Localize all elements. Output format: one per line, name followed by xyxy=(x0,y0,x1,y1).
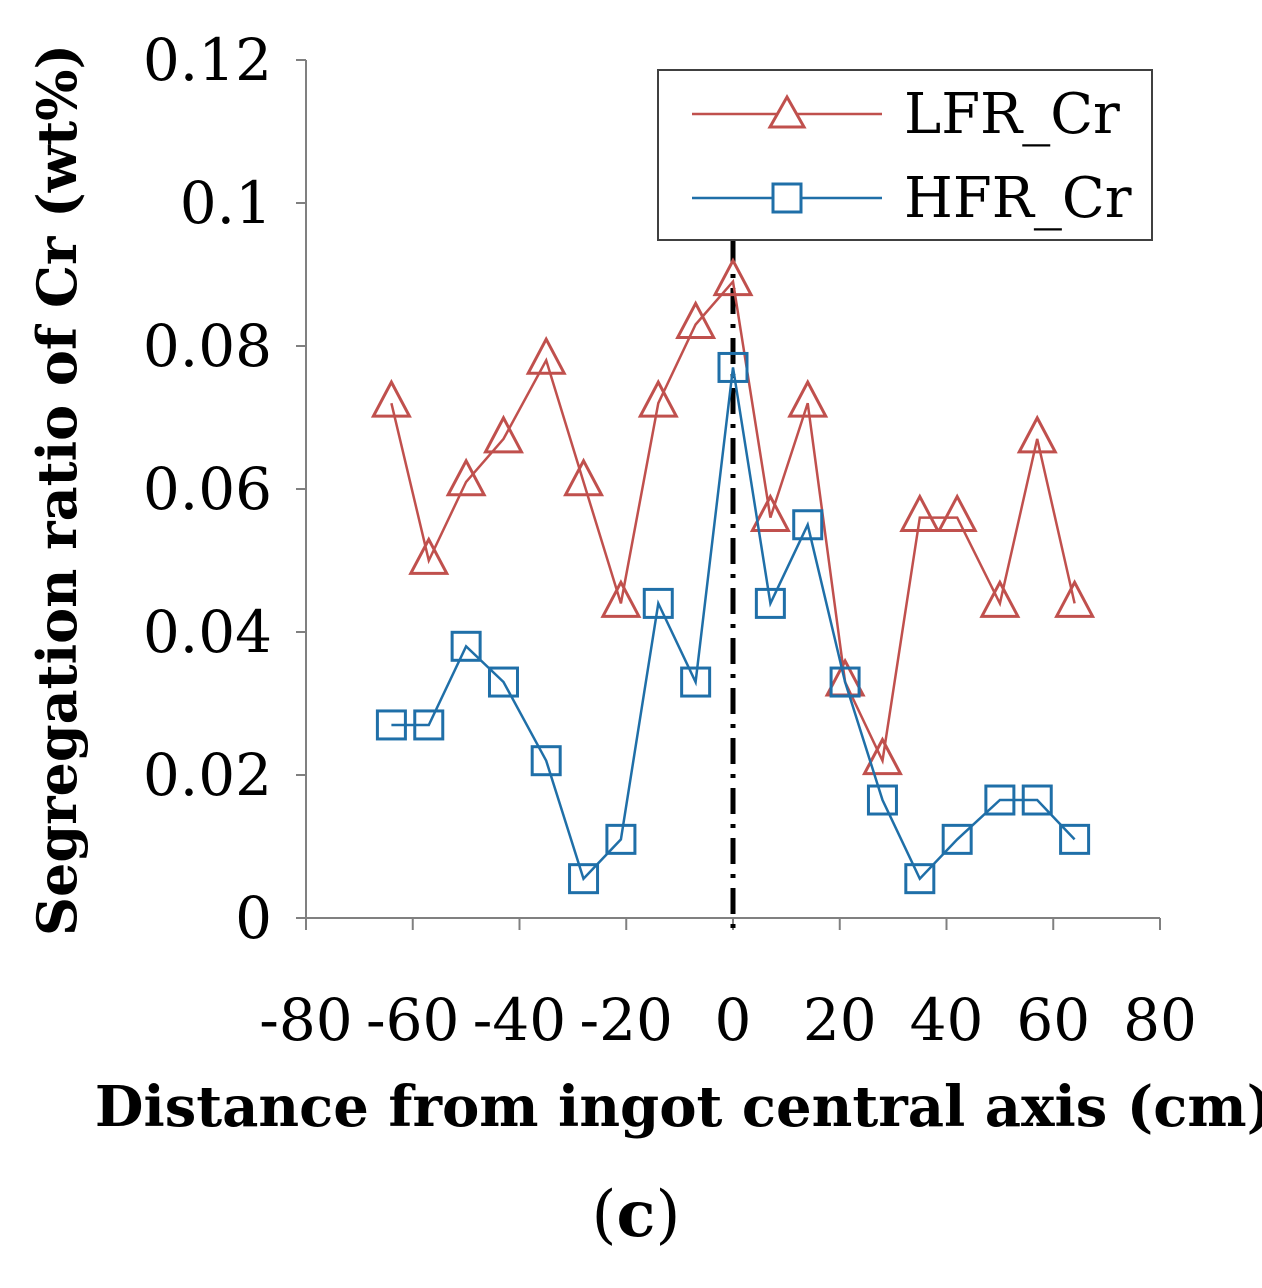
y-tick-label: 0 xyxy=(235,884,272,952)
x-axis-title: Distance from ingot central axis (cm) xyxy=(95,1074,1262,1140)
data-point-square xyxy=(680,666,712,698)
legend-item-hfr: HFR_Cr xyxy=(692,166,1132,231)
x-tick-label: 40 xyxy=(910,986,984,1054)
y-tick-label: 0.04 xyxy=(143,598,272,666)
x-tick-label: 80 xyxy=(1123,986,1197,1054)
data-point-square xyxy=(1059,823,1091,855)
x-axis-ticks: -80 -60 -40 -20 0 20 40 60 80 xyxy=(259,918,1197,1054)
data-point-triangle xyxy=(408,536,450,575)
data-point-square xyxy=(717,351,749,383)
series-HFR_Cr xyxy=(375,351,1091,895)
series-line xyxy=(391,367,1076,882)
data-point-triangle xyxy=(563,457,605,497)
data-point-square xyxy=(375,709,407,741)
legend-label-hfr: HFR_Cr xyxy=(904,166,1132,231)
data-point-triangle xyxy=(637,378,679,418)
data-point-square xyxy=(487,666,519,698)
data-point-triangle xyxy=(787,378,829,418)
legend-label-lfr: LFR_Cr xyxy=(904,82,1120,147)
x-tick-label: 60 xyxy=(1016,986,1090,1054)
data-point-square xyxy=(605,823,637,855)
series-layer xyxy=(370,257,1096,895)
data-point-triangle xyxy=(936,493,978,533)
x-tick-label: -20 xyxy=(580,986,673,1054)
y-tick-label: 0.08 xyxy=(143,312,272,380)
data-point-triangle xyxy=(445,457,487,497)
data-point-triangle xyxy=(600,579,642,618)
legend-box xyxy=(657,69,1153,241)
data-point-triangle xyxy=(861,736,903,776)
data-point-triangle xyxy=(370,378,412,418)
data-point-triangle xyxy=(1054,579,1096,618)
data-point-triangle xyxy=(749,493,791,533)
x-tick-label: 20 xyxy=(803,986,877,1054)
data-point-triangle xyxy=(675,300,717,339)
panel-label-letter: c xyxy=(617,1177,656,1252)
data-point-triangle xyxy=(1016,414,1058,454)
x-tick-label: 0 xyxy=(715,986,752,1054)
data-point-square xyxy=(642,587,674,619)
data-point-triangle xyxy=(525,336,567,375)
series-LFR_Cr xyxy=(370,257,1096,776)
data-point-square xyxy=(941,823,973,855)
data-point-square xyxy=(413,709,445,741)
data-point-triangle xyxy=(482,414,524,454)
data-point-square xyxy=(450,630,482,662)
data-point-square xyxy=(568,863,600,895)
series-line xyxy=(390,278,1076,765)
x-tick-label: -60 xyxy=(366,986,459,1054)
y-axis-title: Segregation ratio of Cr (wt%) xyxy=(25,44,89,936)
data-point-square xyxy=(904,863,936,895)
data-point-square xyxy=(754,587,786,619)
data-point-triangle xyxy=(712,257,754,297)
data-point-square xyxy=(1021,784,1053,816)
y-axis-ticks: 0 0.02 0.04 0.06 0.08 0.1 0.12 xyxy=(143,26,306,952)
data-point-square xyxy=(984,784,1016,816)
y-tick-label: 0.1 xyxy=(180,169,272,237)
x-tick-label: -40 xyxy=(473,986,566,1054)
data-point-triangle xyxy=(899,493,941,533)
x-tick-label: -80 xyxy=(259,986,352,1054)
legend-item-lfr: LFR_Cr xyxy=(692,82,1120,147)
panel-label-close: ) xyxy=(655,1178,680,1252)
legend-marker-square xyxy=(771,182,803,214)
data-point-square xyxy=(792,509,824,541)
legend-marker-triangle xyxy=(767,93,807,129)
data-point-square xyxy=(530,745,562,777)
panel-label-open: ( xyxy=(592,1178,617,1252)
data-point-square xyxy=(829,666,861,698)
y-tick-label: 0.02 xyxy=(143,741,272,809)
panel-label: (c) xyxy=(592,1177,681,1252)
y-tick-label: 0.06 xyxy=(143,455,272,523)
data-point-triangle xyxy=(979,579,1021,618)
legend: LFR_Cr HFR_Cr xyxy=(657,69,1153,241)
y-tick-label: 0.12 xyxy=(143,26,272,94)
data-point-square xyxy=(866,784,898,816)
